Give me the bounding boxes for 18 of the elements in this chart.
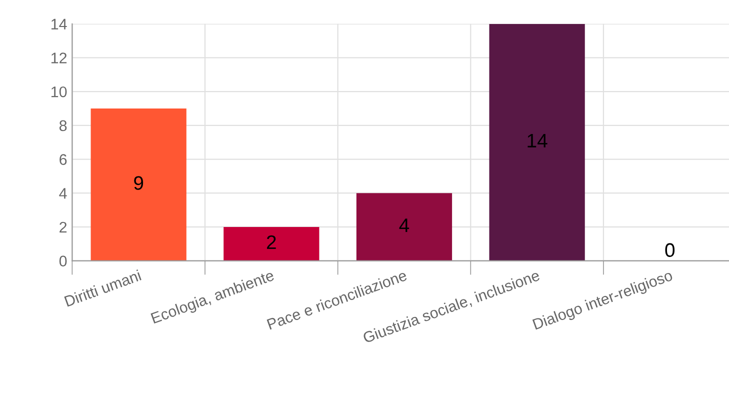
- y-tick-label: 6: [60, 154, 67, 165]
- y-tick-label: 10: [51, 86, 67, 98]
- bar: [90, 108, 186, 261]
- data-label: 0: [665, 243, 675, 257]
- data-label: 2: [266, 235, 276, 249]
- y-tick-label: 4: [59, 188, 67, 199]
- bar: [356, 193, 452, 261]
- x-tick-label: Diritti umani: [64, 269, 142, 307]
- y-tick-label: 14: [51, 18, 67, 30]
- data-label: 4: [399, 218, 410, 232]
- data-label: 9: [134, 176, 144, 190]
- y-tick-label: 12: [51, 52, 67, 64]
- y-tick-label: 8: [59, 120, 67, 132]
- data-label: 14: [528, 134, 548, 148]
- bar: [489, 24, 585, 261]
- y-tick-label: 2: [60, 222, 67, 232]
- y-tick-label: 0: [59, 256, 67, 266]
- bar: [224, 226, 320, 261]
